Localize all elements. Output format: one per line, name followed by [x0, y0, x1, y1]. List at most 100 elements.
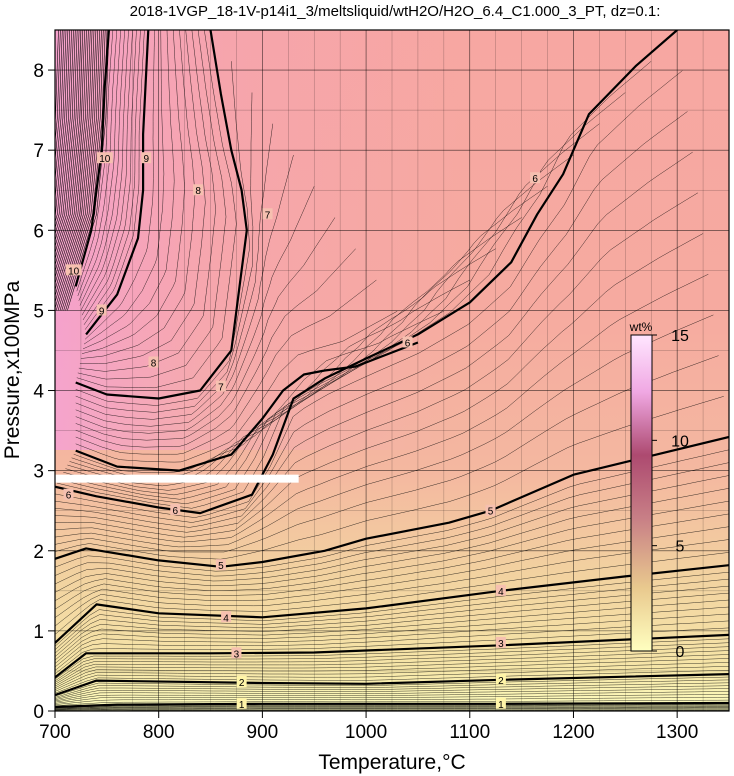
- contour-label-box: [215, 380, 226, 392]
- minor-contour-line: [57, 30, 100, 311]
- minor-contour-line: [55, 666, 729, 692]
- contour-label-6: 6: [530, 172, 541, 185]
- x-tick-label: 1200: [552, 722, 594, 743]
- contour-label-box: [236, 676, 247, 688]
- plot-area: 1 1 2 2 3 3 4 4 5 5 6 6 6 6 7 7 8 8 9 9 10 10: [55, 30, 729, 711]
- colorbar: wt% 0 5 10 15: [629, 320, 689, 661]
- contour-label-7: 7: [262, 208, 273, 221]
- minor-contour-line: [55, 620, 729, 671]
- minor-contour-line: [55, 462, 729, 577]
- minor-contour-line: [78, 30, 121, 301]
- colorbar-ticks: 0 5 10 15: [652, 328, 689, 661]
- minor-contour-line: [63, 30, 106, 311]
- minor-contour-line: [55, 705, 729, 709]
- minor-contour-line: [55, 688, 729, 702]
- minor-contour-line: [84, 30, 155, 340]
- y-tick-label: 7: [33, 141, 44, 162]
- minor-contour-line: [55, 500, 729, 601]
- minor-contour-line: [82, 30, 137, 321]
- minor-contour-line: [55, 682, 729, 699]
- minor-contour-line: [55, 30, 84, 266]
- contour-label-box: [148, 356, 159, 368]
- minor-contour-line: [55, 585, 729, 654]
- minor-contour-line: [55, 706, 729, 710]
- minor-contour-line: [55, 654, 729, 687]
- contour-label-text: 6: [173, 506, 179, 517]
- minor-contour-line: [75, 123, 274, 420]
- minor-contour-line: [55, 691, 729, 703]
- minor-contour-line: [76, 30, 237, 389]
- major-contour-5: [55, 435, 729, 568]
- contour-label-text: 6: [405, 338, 411, 349]
- contour-label-text: 4: [498, 587, 504, 598]
- colorbar-tick-label: 0: [676, 644, 685, 661]
- minor-contour-line: [61, 30, 104, 311]
- x-tick-label: 1000: [345, 722, 387, 743]
- contour-label-box: [96, 304, 107, 316]
- minor-contour-line: [83, 30, 141, 325]
- minor-contour-line: [55, 111, 688, 523]
- minor-contour-line: [55, 627, 729, 675]
- contour-label-box: [63, 488, 74, 500]
- contour-label-10: 10: [96, 152, 113, 165]
- x-tick-label: 1300: [656, 722, 698, 743]
- minor-contour-line: [79, 30, 125, 306]
- contour-label-box: [236, 697, 247, 709]
- minor-contour-line: [83, 30, 165, 345]
- minor-contour-line: [55, 709, 729, 711]
- minor-contour-line: [80, 30, 129, 311]
- contour-label-text: 1: [239, 700, 245, 711]
- minor-contour-line: [55, 606, 729, 664]
- y-tick-label: 5: [33, 301, 44, 322]
- minor-contour-line: [55, 30, 69, 217]
- contour-label-text: 2: [239, 678, 245, 689]
- contour-label-box: [65, 264, 82, 276]
- minor-contour-line: [55, 30, 78, 248]
- minor-contour-line: [80, 30, 196, 359]
- minor-contour-line: [55, 30, 98, 311]
- minor-contour-line: [65, 186, 548, 491]
- contour-label-box: [530, 172, 541, 184]
- contour-label-text: 3: [234, 649, 240, 660]
- contour-label-box: [221, 611, 232, 623]
- minor-contour-line: [55, 513, 729, 610]
- contour-label-1: 1: [495, 697, 506, 711]
- minor-contour-line: [63, 154, 574, 496]
- contour-label-text: 8: [151, 358, 157, 369]
- minor-contour-line: [55, 30, 72, 229]
- x-tick-label: 700: [39, 722, 71, 743]
- minor-contour-line: [55, 273, 709, 543]
- contour-label-9: 9: [96, 304, 107, 317]
- minor-contour-line: [55, 707, 729, 710]
- contour-label-text: 9: [99, 306, 105, 317]
- contour-label-text: 5: [488, 507, 494, 518]
- minor-contour-line: [55, 642, 729, 682]
- minor-contour-line: [55, 705, 729, 709]
- contour-label-2: 2: [236, 676, 247, 689]
- contour-label-box: [485, 504, 496, 516]
- contour-label-4: 4: [221, 611, 232, 624]
- minor-contour-line: [55, 685, 729, 701]
- minor-contour-line: [55, 314, 714, 548]
- minor-contour-line: [55, 658, 729, 689]
- minor-contour-line: [55, 599, 729, 661]
- contour-label-5: 5: [485, 504, 496, 518]
- minor-contour-line: [55, 613, 729, 668]
- minor-contour-line: [55, 646, 729, 683]
- minor-contour-line: [67, 217, 522, 487]
- contour-label-box: [96, 152, 113, 164]
- minor-contour-line: [55, 650, 729, 685]
- minor-contour-line: [55, 699, 729, 707]
- contour-label-text: 3: [498, 639, 504, 650]
- minor-contour-line: [75, 311, 398, 463]
- y-tick-label: 3: [33, 462, 44, 483]
- contour-label-box: [231, 647, 242, 659]
- contour-label-box: [495, 673, 506, 685]
- minor-contour-line: [55, 233, 704, 538]
- minor-contour-line: [55, 30, 70, 223]
- minor-contour-line: [55, 676, 729, 697]
- x-axis-title: Temperature,°C: [318, 751, 465, 774]
- minor-contour-line: [55, 475, 729, 585]
- contour-label-text: 7: [265, 210, 271, 221]
